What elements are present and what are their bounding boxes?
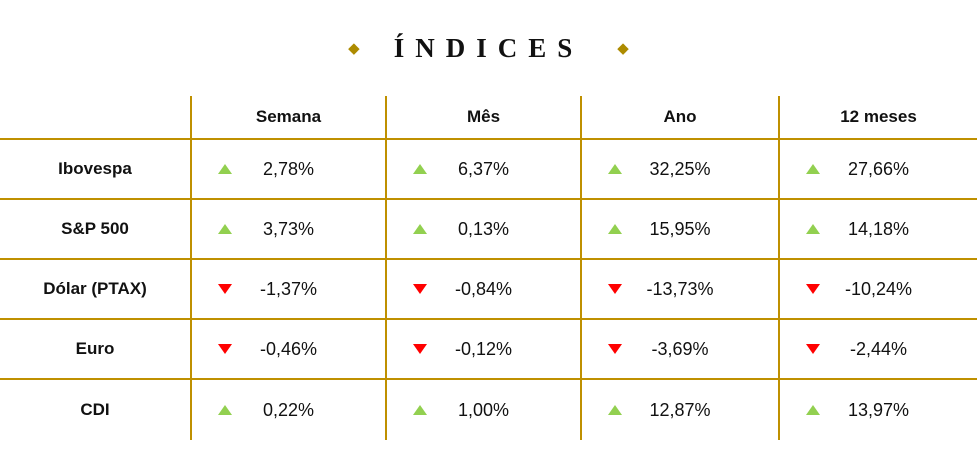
value-cell: 6,37% — [385, 140, 580, 200]
down-triangle-icon — [806, 344, 820, 354]
column-header-2: Ano — [580, 96, 778, 140]
up-triangle-icon — [608, 224, 622, 234]
up-triangle-icon — [413, 405, 427, 415]
value-cell: 12,87% — [580, 380, 778, 440]
value-cell: -1,37% — [190, 260, 385, 320]
cell-value: -0,84% — [454, 278, 513, 299]
up-triangle-icon — [218, 405, 232, 415]
value-cell: 27,66% — [778, 140, 977, 200]
diamond-icon: ◆ — [348, 39, 360, 57]
value-cell: 0,13% — [385, 200, 580, 260]
down-triangle-icon — [806, 284, 820, 294]
down-triangle-icon — [218, 344, 232, 354]
value-cell: 32,25% — [580, 140, 778, 200]
value-cell: -0,84% — [385, 260, 580, 320]
value-cell: -3,69% — [580, 320, 778, 380]
column-header-3: 12 meses — [778, 96, 977, 140]
table-corner-cell — [0, 96, 190, 140]
row-label: CDI — [80, 400, 110, 419]
down-triangle-icon — [413, 344, 427, 354]
indices-table: Semana Mês Ano 12 meses Ibovespa 2,78% 6,37% 32… — [0, 96, 977, 440]
row-label: Euro — [0, 320, 190, 380]
cell-value: 1,00% — [457, 399, 510, 420]
down-triangle-icon — [413, 284, 427, 294]
cell-value: 27,66% — [847, 158, 910, 179]
cell-value: -13,73% — [646, 278, 714, 299]
cell-value: -0,12% — [454, 338, 513, 359]
row-label: S&P 500 — [0, 200, 190, 260]
value-cell: 1,00% — [385, 380, 580, 440]
value-cell: 0,22% — [190, 380, 385, 440]
cell-value: 3,73% — [262, 218, 315, 239]
cell-value: 14,18% — [847, 218, 910, 239]
cell-value: 2,78% — [262, 158, 315, 179]
up-triangle-icon — [218, 224, 232, 234]
up-triangle-icon — [806, 405, 820, 415]
page-title: ◆ ÍNDICES ◆ — [0, 0, 977, 68]
value-cell: -0,12% — [385, 320, 580, 380]
value-cell: -10,24% — [778, 260, 977, 320]
value-cell: -0,46% — [190, 320, 385, 380]
cell-value: -2,44% — [849, 338, 908, 359]
row-label: Ibovespa — [0, 140, 190, 200]
diamond-icon: ◆ — [617, 39, 629, 57]
down-triangle-icon — [608, 284, 622, 294]
value-cell: -2,44% — [778, 320, 977, 380]
up-triangle-icon — [413, 164, 427, 174]
cell-value: -3,69% — [651, 338, 709, 359]
row-label: Dólar (PTAX) — [0, 260, 190, 320]
cell-value: 0,13% — [457, 218, 510, 239]
cell-value: 15,95% — [649, 218, 711, 239]
value-cell: 14,18% — [778, 200, 977, 260]
cell-value: -1,37% — [259, 278, 318, 299]
down-triangle-icon — [218, 284, 232, 294]
down-triangle-icon — [608, 344, 622, 354]
cell-value: 32,25% — [649, 158, 711, 179]
cell-value: 12,87% — [649, 399, 711, 420]
cell-value: 6,37% — [457, 158, 510, 179]
value-cell: 15,95% — [580, 200, 778, 260]
value-cell: -13,73% — [580, 260, 778, 320]
cell-value: -0,46% — [259, 338, 318, 359]
up-triangle-icon — [608, 164, 622, 174]
value-cell: 2,78% — [190, 140, 385, 200]
up-triangle-icon — [806, 164, 820, 174]
column-header-1: Mês — [385, 96, 580, 140]
up-triangle-icon — [218, 164, 232, 174]
cell-value: 0,22% — [262, 399, 315, 420]
up-triangle-icon — [608, 405, 622, 415]
value-cell: 3,73% — [190, 200, 385, 260]
cell-value: -10,24% — [844, 278, 913, 299]
up-triangle-icon — [806, 224, 820, 234]
cell-value: 13,97% — [847, 399, 910, 420]
up-triangle-icon — [413, 224, 427, 234]
column-header-0: Semana — [190, 96, 385, 140]
value-cell: 13,97% — [778, 380, 977, 440]
title-text: ÍNDICES — [393, 32, 584, 63]
